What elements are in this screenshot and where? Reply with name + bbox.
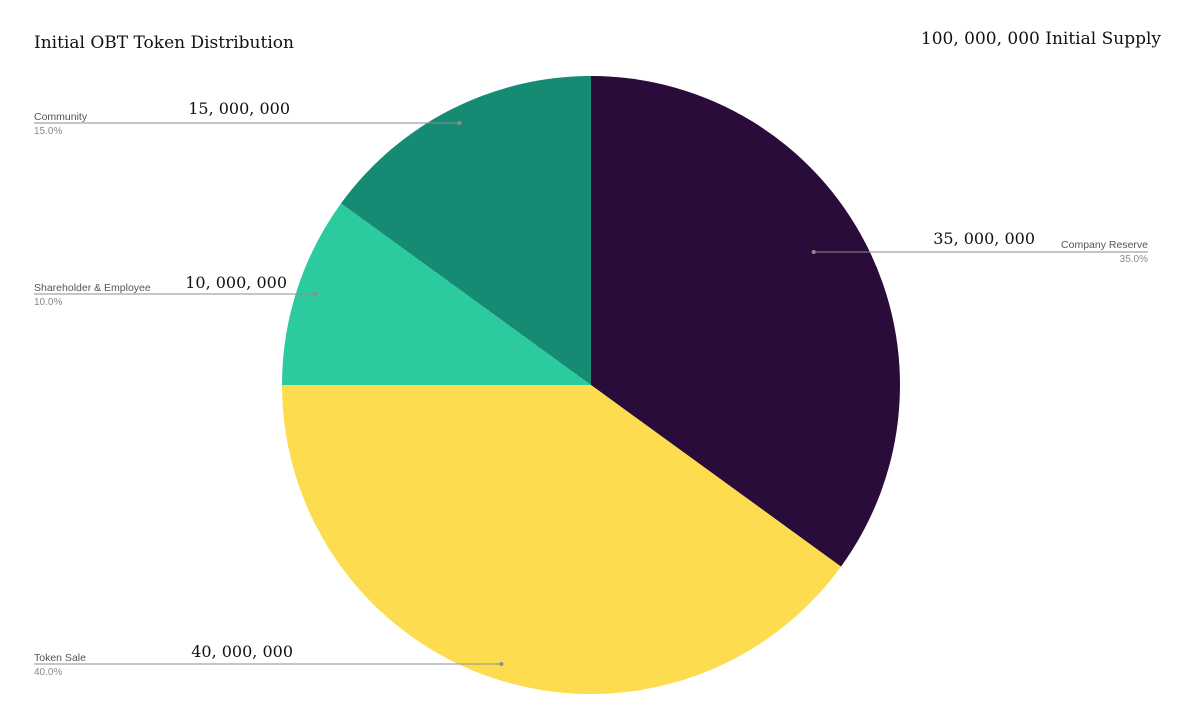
slice-labels: Company Reserve 35.0% 35, 000, 000 Token Sa… bbox=[34, 99, 1148, 678]
pie-slice-shareholder-and-employee bbox=[282, 203, 591, 385]
slice-value-label: 40, 000, 000 bbox=[191, 642, 293, 661]
leader-dot bbox=[499, 662, 504, 666]
pie-slices bbox=[282, 76, 901, 695]
slice-name-label: Community bbox=[34, 111, 88, 123]
pie-slice-community bbox=[341, 76, 591, 385]
slice-percent-label: 10.0% bbox=[34, 297, 62, 308]
slice-name-label: Token Sale bbox=[34, 652, 86, 664]
slice-value-label: 10, 000, 000 bbox=[185, 273, 287, 292]
leader-dot bbox=[811, 250, 816, 254]
slice-label-community: Community 15.0% 15, 000, 000 bbox=[34, 99, 462, 137]
slice-percent-label: 35.0% bbox=[1120, 254, 1148, 265]
leader-dot bbox=[457, 121, 462, 125]
pie-slice-token-sale bbox=[282, 385, 841, 695]
pie-slice-company-reserve bbox=[591, 76, 901, 567]
slice-label-company-reserve: Company Reserve 35.0% 35, 000, 000 bbox=[811, 229, 1148, 265]
slice-name-label: Shareholder & Employee bbox=[34, 282, 151, 294]
slice-name-label: Company Reserve bbox=[1061, 239, 1148, 251]
chart-title: Initial OBT Token Distribution bbox=[34, 33, 294, 53]
slice-value-label: 35, 000, 000 bbox=[933, 229, 1035, 248]
leader-dot bbox=[313, 292, 318, 296]
slice-label-shareholder-and-employee: Shareholder & Employee 10.0% 10, 000, 000 bbox=[34, 273, 318, 308]
chart-subtitle: 100, 000, 000 Initial Supply bbox=[921, 29, 1162, 49]
slice-percent-label: 15.0% bbox=[34, 126, 62, 137]
slice-value-label: 15, 000, 000 bbox=[188, 99, 290, 118]
slice-label-token-sale: Token Sale 40.0% 40, 000, 000 bbox=[34, 642, 504, 678]
slice-percent-label: 40.0% bbox=[34, 667, 62, 678]
